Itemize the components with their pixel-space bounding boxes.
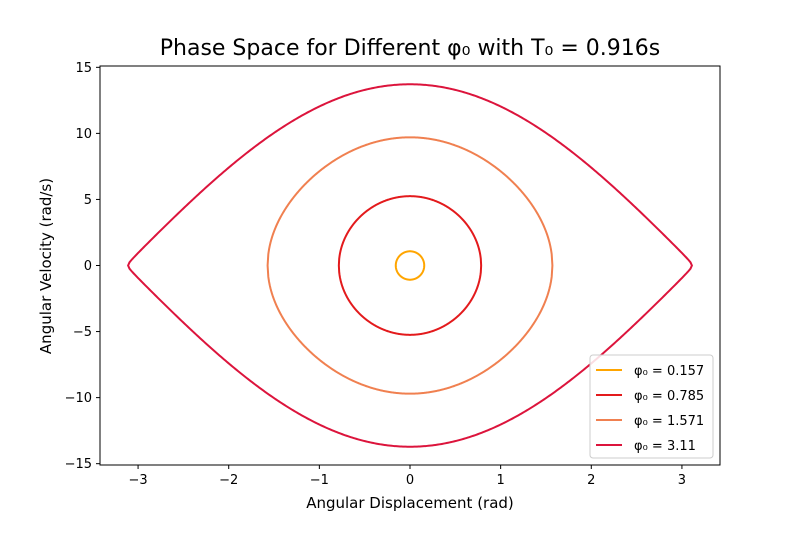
y-tick-label: 5 xyxy=(84,193,92,208)
legend: φ₀ = 0.157 φ₀ = 0.785 φ₀ = 1.571 φ₀ = 3.11 xyxy=(589,354,714,459)
series-curve-2 xyxy=(266,136,554,395)
plot-area xyxy=(127,83,693,448)
x-tick-label: −3 xyxy=(128,473,147,488)
y-tick-label: −15 xyxy=(65,457,92,472)
chart-title: Phase Space for Different φ₀ with T₀ = 0… xyxy=(160,36,660,61)
y-tick-label: 10 xyxy=(75,127,92,142)
y-tick-label: −5 xyxy=(73,325,92,340)
y-tick-label: 0 xyxy=(84,259,92,274)
x-tick-label: 3 xyxy=(678,473,686,488)
series-curve-0 xyxy=(394,250,426,281)
legend-box xyxy=(589,354,714,459)
x-tick-label: −2 xyxy=(219,473,238,488)
x-tick-label: 0 xyxy=(406,473,414,488)
series-curve-3 xyxy=(127,83,693,448)
x-tick-label: 1 xyxy=(497,473,505,488)
y-axis-title: Angular Velocity (rad/s) xyxy=(37,178,55,354)
x-tick-label: 2 xyxy=(587,473,595,488)
legend-label: φ₀ = 3.11 xyxy=(634,439,696,454)
y-tick-label: 15 xyxy=(75,61,92,76)
series-curve-1 xyxy=(337,195,483,336)
x-axis-title: Angular Displacement (rad) xyxy=(306,494,514,512)
x-tick-label: −1 xyxy=(310,473,329,488)
legend-label: φ₀ = 1.571 xyxy=(634,414,704,429)
legend-label: φ₀ = 0.157 xyxy=(634,364,704,379)
y-tick-label: −10 xyxy=(65,391,92,406)
legend-label: φ₀ = 0.785 xyxy=(634,389,704,404)
